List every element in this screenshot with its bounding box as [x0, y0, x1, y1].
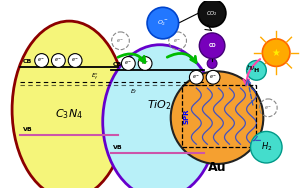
Circle shape [52, 54, 65, 67]
Text: CO: CO [208, 43, 216, 48]
Circle shape [189, 70, 203, 84]
Text: VB: VB [113, 145, 122, 150]
Circle shape [251, 131, 282, 163]
Ellipse shape [103, 45, 217, 189]
Text: $e^-$: $e^-$ [38, 57, 46, 64]
Circle shape [247, 60, 266, 80]
Circle shape [35, 54, 48, 67]
Circle shape [207, 59, 217, 68]
Circle shape [147, 7, 178, 39]
Text: VB: VB [23, 127, 33, 132]
Text: SPR: SPR [184, 108, 189, 124]
Text: Au: Au [208, 161, 226, 174]
Text: $e^-$: $e^-$ [71, 57, 79, 64]
Ellipse shape [12, 21, 126, 189]
Text: hν: hν [246, 65, 255, 71]
Text: H: H [254, 68, 259, 73]
Text: $e^-$: $e^-$ [124, 60, 132, 67]
Bar [181, 85, 256, 147]
Circle shape [138, 57, 152, 70]
Text: ★: ★ [272, 48, 281, 58]
Circle shape [199, 33, 225, 59]
Circle shape [206, 70, 220, 84]
Text: $CO_2$: $CO_2$ [206, 9, 218, 18]
Circle shape [122, 57, 135, 70]
Circle shape [68, 54, 82, 67]
Circle shape [262, 39, 290, 66]
Text: $E_f$: $E_f$ [130, 87, 138, 96]
Circle shape [171, 71, 263, 164]
Text: $O_2^-$: $O_2^-$ [157, 18, 168, 28]
Circle shape [198, 0, 226, 27]
Text: $e^-$: $e^-$ [116, 37, 125, 45]
Text: $e^-$: $e^-$ [54, 57, 63, 64]
Text: CB: CB [113, 62, 122, 67]
Text: $e^-$: $e^-$ [141, 60, 149, 67]
Text: $C_3N_4$: $C_3N_4$ [55, 108, 83, 122]
Text: $e^-$: $e^-$ [173, 37, 182, 45]
Text: $H_2$: $H_2$ [261, 141, 272, 153]
Text: $TiO_2$: $TiO_2$ [148, 98, 172, 112]
Text: CB: CB [23, 60, 32, 64]
Text: $e^-$: $e^-$ [192, 74, 201, 81]
Text: $E_f'$: $E_f'$ [91, 71, 99, 82]
Text: $e^-$: $e^-$ [264, 104, 272, 112]
Text: $e^-$: $e^-$ [209, 74, 217, 81]
